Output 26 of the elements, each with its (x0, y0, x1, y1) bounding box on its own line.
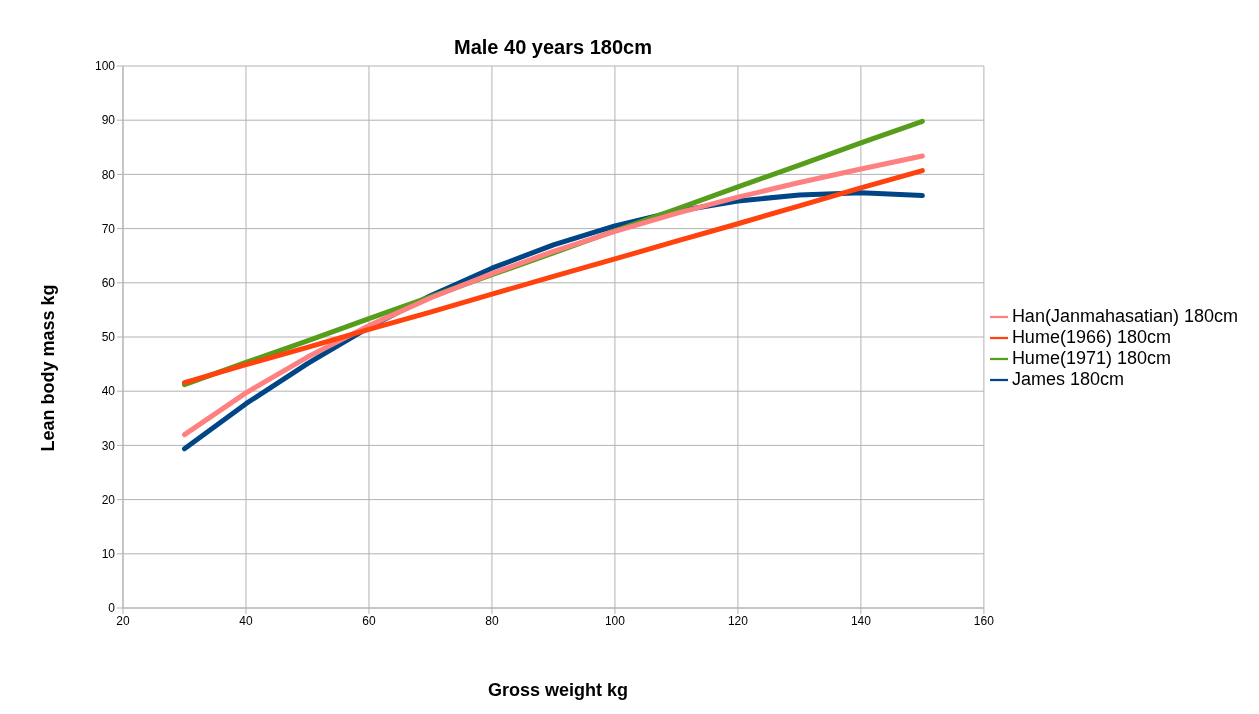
x-axis-title: Gross weight kg (487, 680, 629, 701)
x-tick-label: 80 (485, 613, 499, 628)
legend-label: Hume(1966) 180cm (1011, 327, 1171, 347)
x-tick-label: 40 (239, 613, 253, 628)
legend-label: James 180cm (1011, 369, 1124, 389)
chart-title: Male 40 years 180cm (453, 36, 653, 59)
y-tick-label: 60 (101, 276, 116, 291)
y-axis-title: Lean body mass kg (37, 284, 59, 452)
y-tick-label: 70 (101, 221, 116, 236)
y-tick-label: 50 (101, 330, 116, 345)
y-tick-label: 90 (101, 113, 116, 128)
y-tick-label: 40 (101, 384, 116, 399)
legend-label: Han(Janmahasatian) 180cm (1011, 306, 1238, 326)
y-tick-label: 10 (101, 547, 116, 562)
x-tick-label: 120 (727, 613, 749, 628)
legend-label: Hume(1971) 180cm (1011, 348, 1171, 368)
x-tick-label: 20 (116, 613, 130, 628)
y-tick-label: 30 (101, 438, 116, 453)
x-tick-label: 60 (362, 613, 376, 628)
y-tick-label: 100 (94, 59, 116, 74)
x-tick-label: 140 (850, 613, 872, 628)
y-tick-label: 80 (101, 167, 116, 182)
x-tick-label: 100 (604, 613, 626, 628)
x-tick-label: 160 (973, 613, 995, 628)
y-tick-label: 0 (108, 601, 116, 616)
y-tick-label: 20 (101, 492, 116, 507)
